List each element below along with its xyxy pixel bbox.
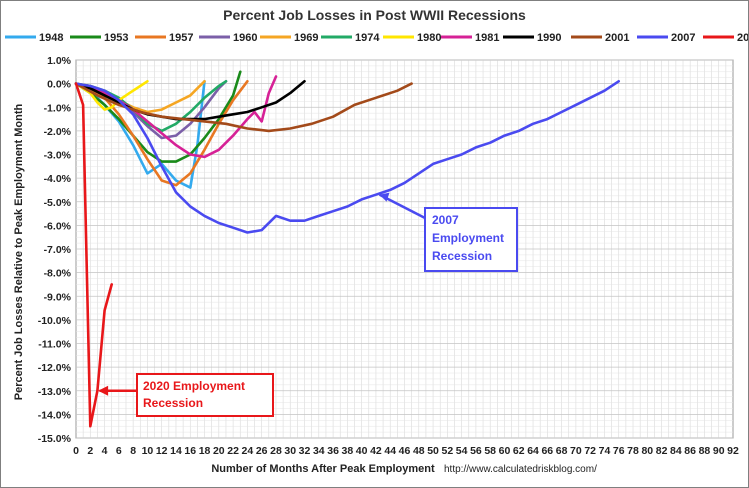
legend-label-1990: 1990	[537, 32, 561, 44]
series-line-1953	[74, 70, 242, 163]
x-tick-label: 12	[156, 445, 168, 457]
y-tick-label: -9.0%	[44, 291, 72, 303]
x-tick-label: 58	[484, 445, 496, 457]
y-tick-label: -8.0%	[44, 268, 72, 280]
callout-arrowhead-2007	[379, 192, 390, 202]
y-tick-label: -1.0%	[44, 102, 72, 114]
callout-text-2020: 2020 Employment	[143, 379, 245, 393]
x-tick-label: 76	[613, 445, 625, 457]
x-tick-label: 48	[413, 445, 425, 457]
legend-label-1981: 1981	[475, 32, 499, 44]
callout-text-2020: Recession	[143, 396, 203, 410]
x-tick-label: 74	[599, 445, 611, 457]
legend-label-1953: 1953	[104, 32, 128, 44]
x-tick-label: 70	[570, 445, 582, 457]
y-tick-label: -15.0%	[38, 433, 72, 445]
series-layer	[74, 70, 621, 428]
x-tick-label: 36	[327, 445, 339, 457]
legend-label-1948: 1948	[39, 32, 63, 44]
y-tick-label: -12.0%	[38, 362, 72, 374]
x-tick-label: 52	[442, 445, 454, 457]
y-tick-label: -10.0%	[38, 315, 72, 327]
x-axis-label: Number of Months After Peak Employment	[211, 463, 435, 475]
annotation-layer: 2007 Employment Recession 2020 Employment Re…	[98, 192, 518, 417]
x-tick-label: 0	[73, 445, 79, 457]
x-tick-label: 44	[384, 445, 396, 457]
callout-arrowhead-2020	[98, 385, 109, 396]
x-tick-label: 86	[684, 445, 696, 457]
legend-label-2020: 2020	[737, 32, 748, 44]
series-line-2020	[74, 82, 113, 428]
x-tick-label: 2	[87, 445, 93, 457]
x-tick-label: 14	[170, 445, 182, 457]
x-tick-label: 28	[270, 445, 282, 457]
series-line-2007	[74, 80, 621, 234]
x-tick-label: 50	[427, 445, 439, 457]
x-tick-label: 84	[670, 445, 682, 457]
x-tick-label: 38	[342, 445, 354, 457]
x-tick-label: 54	[456, 445, 468, 457]
x-tick-label: 56	[470, 445, 482, 457]
x-tick-label: 32	[299, 445, 311, 457]
callout-text-2007: Employment	[432, 231, 504, 245]
x-tick-label: 66	[541, 445, 553, 457]
legend-label-1980: 1980	[417, 32, 441, 44]
y-tick-label: -3.0%	[44, 150, 72, 162]
x-tick-label: 88	[699, 445, 711, 457]
x-tick-label: 46	[399, 445, 411, 457]
x-tick-label: 10	[142, 445, 154, 457]
legend-label-1960: 1960	[233, 32, 257, 44]
x-tick-label: 18	[199, 445, 211, 457]
y-tick-label: 1.0%	[47, 55, 72, 67]
x-tick-label: 26	[256, 445, 268, 457]
x-tick-label: 78	[627, 445, 639, 457]
legend-label-1957: 1957	[169, 32, 193, 44]
x-tick-label: 82	[656, 445, 668, 457]
x-tick-label: 20	[213, 445, 225, 457]
x-tick-label: 22	[227, 445, 239, 457]
tick-layer: 1.0% 0.0% -1.0% -2.0% -3.0% -4.0% -5.0% -6.0% -7…	[38, 55, 739, 457]
source-note: http://www.calculatedriskblog.com/	[444, 464, 597, 475]
x-tick-label: 40	[356, 445, 368, 457]
x-tick-label: 30	[284, 445, 296, 457]
x-tick-label: 62	[513, 445, 525, 457]
x-tick-label: 6	[116, 445, 122, 457]
x-tick-label: 72	[584, 445, 596, 457]
y-tick-label: -5.0%	[44, 197, 72, 209]
callout-text-2007: 2007	[432, 213, 459, 227]
y-tick-label: -11.0%	[38, 339, 71, 351]
x-tick-label: 60	[499, 445, 511, 457]
x-tick-label: 8	[130, 445, 136, 457]
chart-title: Percent Job Losses in Post WWII Recessio…	[223, 7, 526, 23]
legend: 1948 1953 1957 1960 1969 1974 1980 1981 1990 2001…	[5, 32, 748, 44]
x-tick-label: 92	[727, 445, 739, 457]
series-line-2001	[74, 82, 413, 133]
callout-text-2007: Recession	[432, 249, 492, 263]
x-tick-label: 42	[370, 445, 382, 457]
x-tick-label: 90	[713, 445, 725, 457]
y-tick-label: 0.0%	[47, 79, 72, 91]
x-tick-label: 64	[527, 445, 539, 457]
x-tick-label: 68	[556, 445, 568, 457]
y-axis-label: Percent Job Losses Relative to Peak Empl…	[13, 103, 25, 400]
y-tick-label: -13.0%	[38, 386, 72, 398]
legend-label-2001: 2001	[605, 32, 629, 44]
y-tick-label: -2.0%	[44, 126, 72, 138]
callout-box-2020	[136, 373, 274, 417]
x-tick-label: 80	[641, 445, 653, 457]
x-tick-label: 4	[102, 445, 108, 457]
legend-label-1969: 1969	[294, 32, 318, 44]
y-tick-label: -14.0%	[38, 409, 72, 421]
legend-label-2007: 2007	[671, 32, 695, 44]
y-tick-label: -4.0%	[44, 173, 72, 185]
y-tick-label: -7.0%	[44, 244, 72, 256]
callout-box-2007	[424, 207, 518, 272]
x-tick-label: 24	[242, 445, 254, 457]
y-tick-label: -6.0%	[44, 220, 72, 232]
x-tick-label: 16	[184, 445, 196, 457]
x-tick-label: 34	[313, 445, 325, 457]
legend-label-1974: 1974	[355, 32, 380, 44]
